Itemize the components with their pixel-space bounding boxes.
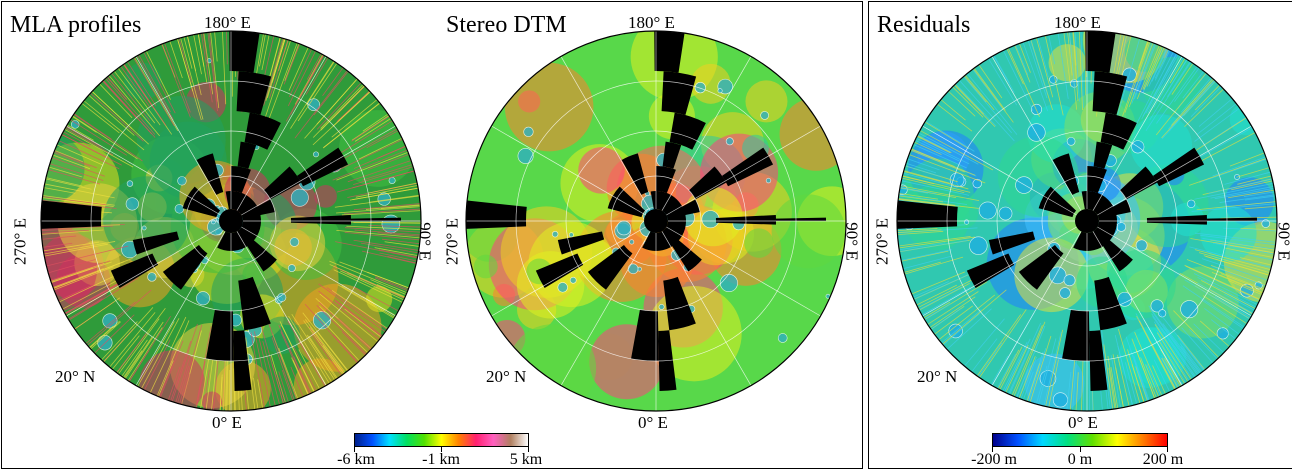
- colorbar-tick: [528, 447, 529, 452]
- colorbar-tick: [354, 447, 355, 452]
- panel-title: Residuals: [877, 12, 971, 38]
- lon-label-top: 180° E: [204, 13, 251, 32]
- lon-label-bottom: 0° E: [212, 413, 242, 432]
- panel-title: MLA profiles: [10, 12, 142, 38]
- polar-map-residuals: [896, 30, 1278, 412]
- lon-label-left: 270° E: [442, 218, 462, 265]
- colorbar-tick: [992, 447, 993, 452]
- colorbar-tick: [1080, 447, 1081, 452]
- lat-label: 20° N: [917, 367, 958, 386]
- colorbar-label-mid: -1 km: [422, 451, 460, 468]
- lon-label-top: 180° E: [1054, 13, 1101, 32]
- lon-label-left: 270° E: [10, 218, 30, 265]
- panel-title: Stereo DTM: [446, 12, 567, 38]
- lon-label-left: 270° E: [872, 218, 892, 265]
- colorbar-tick: [441, 447, 442, 452]
- lon-label-bottom: 0° E: [638, 413, 668, 432]
- lon-label-top: 180° E: [628, 13, 675, 32]
- colorbar-elevation: [354, 433, 529, 447]
- colorbar-residuals: [992, 433, 1168, 447]
- polar-map-mla: [40, 30, 422, 412]
- colorbar-label-mid: 0 m: [1067, 451, 1093, 468]
- colorbar-label-min: -6 km: [337, 451, 375, 468]
- colorbar-label-min: -200 m: [971, 451, 1017, 468]
- right-figure-frame: [868, 1, 1292, 469]
- colorbar-label-max: 5 km: [509, 451, 543, 468]
- colorbar-tick: [1167, 447, 1168, 452]
- colorbar-label-max: 200 m: [1142, 451, 1184, 468]
- left-figure-frame: [1, 1, 863, 469]
- polar-map-dtm: [465, 30, 847, 412]
- lat-label: 20° N: [486, 367, 527, 386]
- lat-label: 20° N: [55, 367, 96, 386]
- lon-label-bottom: 0° E: [1068, 413, 1098, 432]
